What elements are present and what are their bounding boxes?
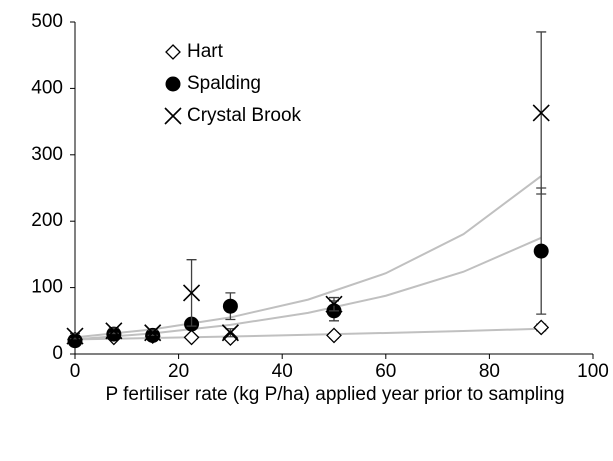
point [106, 326, 122, 342]
y-tick-label: 300 [31, 144, 63, 165]
point [144, 324, 162, 342]
point [533, 319, 550, 336]
y-tick-label: 200 [31, 210, 63, 231]
y-tick-label: 500 [31, 11, 63, 32]
x-tick-label: 80 [479, 361, 500, 382]
legend-label: Crystal Brook [187, 105, 302, 126]
point [221, 324, 239, 342]
legend-label: Hart [187, 41, 224, 62]
legend-marker [164, 107, 182, 125]
x-tick-label: 60 [375, 361, 396, 382]
point [532, 104, 550, 122]
x-tick-label: 100 [577, 361, 609, 382]
point [66, 327, 84, 345]
legend-marker [165, 44, 181, 60]
point [67, 333, 83, 349]
point [182, 284, 201, 302]
x-tick-label: 0 [70, 361, 81, 382]
x-tick-label: 40 [272, 361, 293, 382]
y-tick-label: 0 [52, 343, 63, 364]
y-tick-label: 400 [31, 77, 63, 98]
trend-line [74, 236, 542, 341]
point [222, 298, 238, 314]
point [105, 322, 123, 340]
y-tick-label: 100 [31, 277, 63, 298]
x-tick-label: 20 [168, 361, 189, 382]
legend-label: Spalding [187, 73, 261, 94]
point [533, 243, 549, 259]
x-axis-label: P fertiliser rate (kg P/ha) applied year… [105, 384, 565, 405]
point [326, 327, 342, 344]
point [222, 330, 239, 346]
point [325, 295, 343, 313]
point [183, 329, 200, 346]
legend-marker [165, 76, 181, 92]
